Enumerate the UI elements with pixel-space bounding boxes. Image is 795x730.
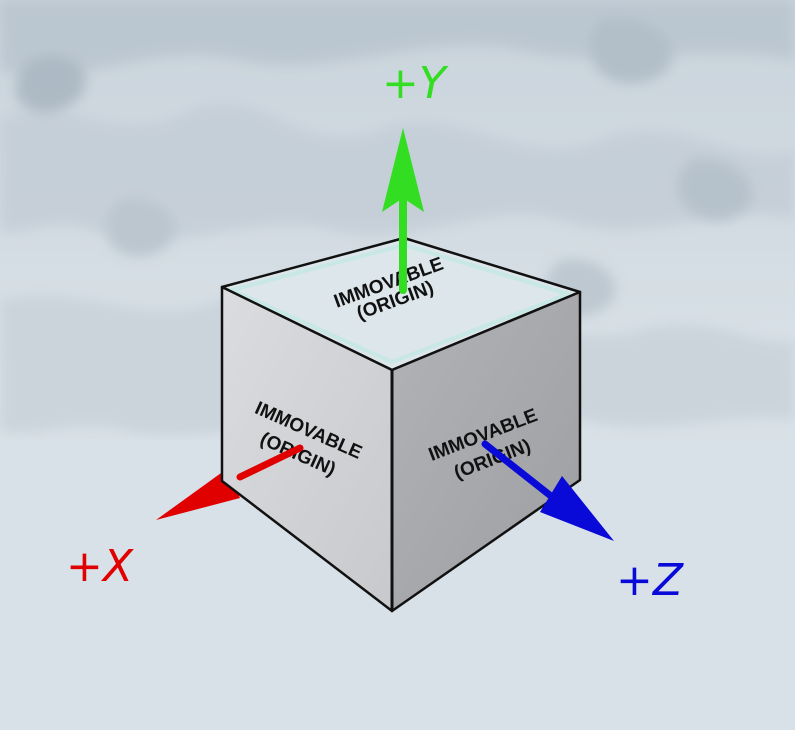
origin-cube[interactable]: IMMOVABLE (ORIGIN) IMMOVABLE (ORIGIN) IM… — [220, 236, 582, 613]
z-axis-label: +Z — [616, 555, 684, 606]
x-axis-label: +X — [66, 541, 134, 592]
y-axis-arrow — [382, 128, 424, 294]
y-axis-label: +Y — [382, 58, 449, 109]
z-axis-arrow — [481, 440, 614, 541]
